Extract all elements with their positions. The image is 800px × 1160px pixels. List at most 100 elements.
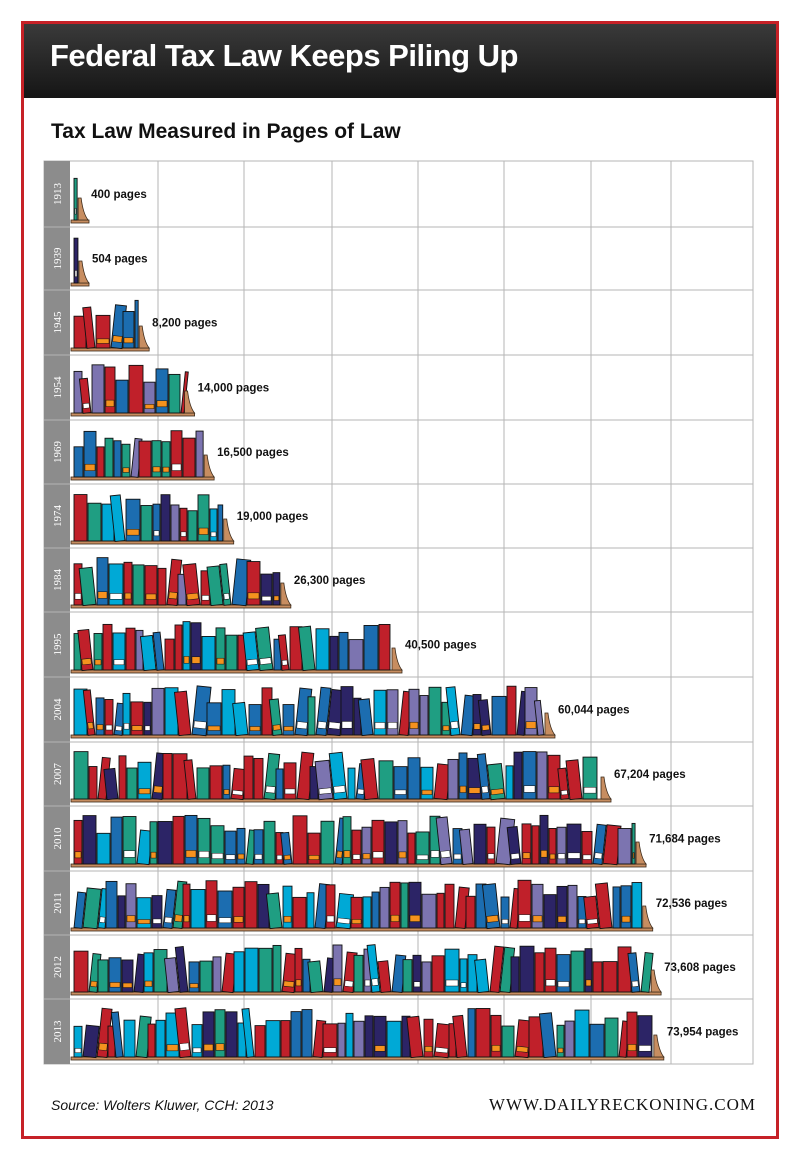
book-band [409, 721, 419, 729]
book [73, 950, 89, 993]
book-band [98, 1042, 108, 1051]
value-label: 73,608 pages [664, 962, 736, 974]
book-band [295, 979, 302, 987]
book [473, 823, 487, 865]
book [190, 622, 202, 671]
book-band [424, 1046, 433, 1052]
book [258, 947, 273, 993]
book-band [364, 979, 371, 987]
book-band [390, 914, 400, 922]
book [371, 891, 380, 929]
book-band [351, 919, 362, 924]
book [589, 1023, 605, 1058]
value-label: 16,500 pages [217, 447, 289, 459]
book-band [185, 850, 197, 858]
book-band [549, 853, 556, 860]
page-title: Federal Tax Law Keeps Piling Up [50, 38, 519, 73]
book-band [233, 916, 244, 923]
book [110, 816, 123, 865]
book-band [186, 592, 199, 601]
book [320, 820, 335, 865]
book [73, 1025, 83, 1058]
book-band [459, 785, 467, 793]
book [436, 892, 445, 929]
book [536, 751, 548, 800]
bar-1969 [70, 430, 215, 481]
book-band [326, 915, 335, 923]
book [179, 507, 188, 542]
book [236, 827, 246, 865]
book-band [225, 854, 236, 860]
bar-2011 [70, 879, 654, 932]
bar-1939 [70, 237, 90, 287]
book [386, 1020, 402, 1058]
book [128, 364, 144, 414]
book [275, 768, 284, 800]
book [564, 1020, 575, 1058]
book [183, 759, 197, 800]
book-band [109, 593, 123, 600]
book [421, 893, 437, 929]
book [592, 961, 603, 993]
book-band [115, 725, 123, 732]
book [206, 565, 224, 607]
book-band [557, 1047, 564, 1053]
book-band [193, 720, 207, 730]
book-band [74, 270, 78, 277]
book [458, 828, 474, 866]
bookend [635, 841, 647, 865]
book [428, 686, 442, 736]
book [73, 751, 89, 800]
book [253, 757, 264, 800]
book [282, 704, 295, 736]
book-band [246, 658, 258, 666]
book [125, 883, 137, 929]
book [506, 685, 517, 736]
book [407, 757, 421, 800]
book [544, 947, 557, 993]
book-band [481, 724, 490, 731]
book [161, 441, 171, 478]
book [221, 689, 236, 736]
book [172, 815, 185, 865]
bar-1984 [70, 557, 292, 609]
book [88, 766, 98, 800]
value-label: 400 pages [91, 189, 147, 201]
bar-1974 [70, 494, 235, 545]
book-band [557, 981, 570, 988]
book [122, 311, 135, 349]
book-band [374, 722, 386, 729]
value-label: 72,536 pages [656, 898, 728, 910]
book [143, 701, 152, 736]
book-band [387, 722, 398, 729]
book [73, 891, 87, 929]
book [332, 944, 343, 993]
book [325, 884, 336, 929]
book [397, 820, 408, 865]
book-band [144, 725, 151, 731]
book-band [557, 916, 567, 923]
book-band [144, 404, 155, 409]
book [73, 819, 83, 865]
book [157, 821, 173, 865]
book-band [109, 982, 121, 988]
book [254, 1025, 266, 1058]
shelf [70, 991, 662, 996]
book [342, 816, 352, 865]
book-band [152, 918, 162, 924]
book [173, 690, 192, 737]
book-band [281, 659, 288, 666]
book [95, 697, 105, 736]
book [486, 826, 496, 865]
book [195, 430, 204, 478]
bar-2010 [70, 814, 647, 868]
book-band [398, 851, 407, 859]
book-band [317, 721, 327, 730]
book-band [249, 726, 261, 731]
book [202, 1011, 215, 1058]
book-band [137, 919, 151, 925]
book [315, 628, 330, 671]
book [232, 701, 249, 737]
book [458, 752, 468, 800]
book [594, 882, 613, 930]
